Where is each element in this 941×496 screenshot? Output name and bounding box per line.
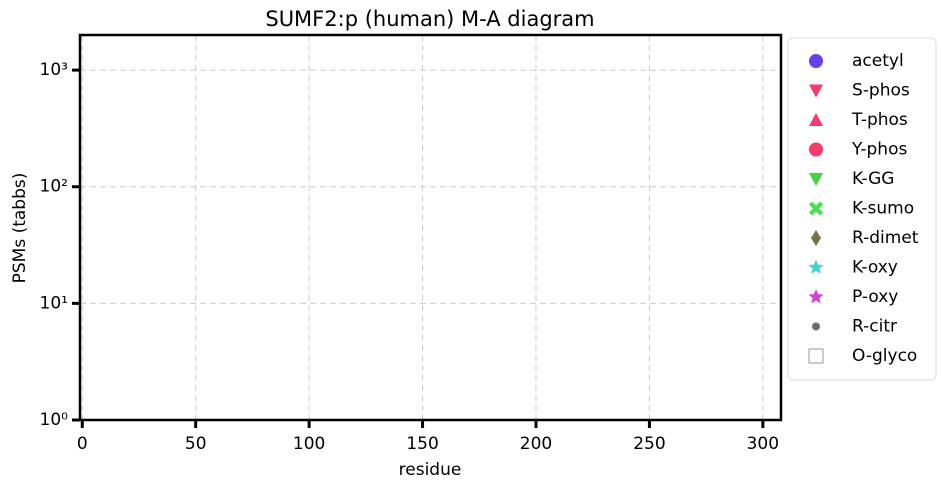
legend-marker [811,230,821,246]
legend-marker [809,201,823,216]
legend-marker [812,322,820,331]
y-tick-label: 10² [40,177,68,197]
x-tick-label: 300 [747,434,779,454]
legend-label: K-oxy [852,258,898,278]
y-axis-label: PSMs (tabbs) [10,173,30,284]
legend-label: P-oxy [852,287,898,307]
chart-title: SUMF2:p (human) M-A diagram [265,7,594,31]
legend-marker [809,54,823,68]
x-tick-label: 100 [293,434,325,454]
y-tick-label: 10³ [40,60,68,80]
legend-label: K-GG [852,169,894,189]
legend-label: Y-phos [851,140,907,160]
legend-marker [809,84,823,98]
y-tick-label: 10¹ [40,293,68,313]
legend-marker [809,113,823,126]
legend-label: R-citr [852,317,897,337]
plot-frame [78,33,783,422]
legend-marker [808,289,824,304]
legend-label: O-glyco [852,346,917,366]
x-tick-label: 0 [77,434,88,454]
legend-label: T-phos [851,110,908,130]
legend-label: R-dimet [852,228,919,248]
legend-marker [809,142,823,157]
legend-marker [808,348,824,364]
legend-label: S-phos [852,81,910,101]
x-tick-label: 50 [185,434,207,454]
x-tick-label: 250 [633,434,665,454]
x-tick-label: 200 [520,434,552,454]
legend-label: K-sumo [852,199,914,219]
legend-marker [808,259,824,274]
x-axis-label: residue [399,460,462,480]
legend-box [787,37,937,381]
y-tick-label: 10⁰ [40,410,69,430]
legend-marker [809,173,823,186]
legend-label: acetyl [852,51,904,71]
x-tick-label: 150 [406,434,438,454]
